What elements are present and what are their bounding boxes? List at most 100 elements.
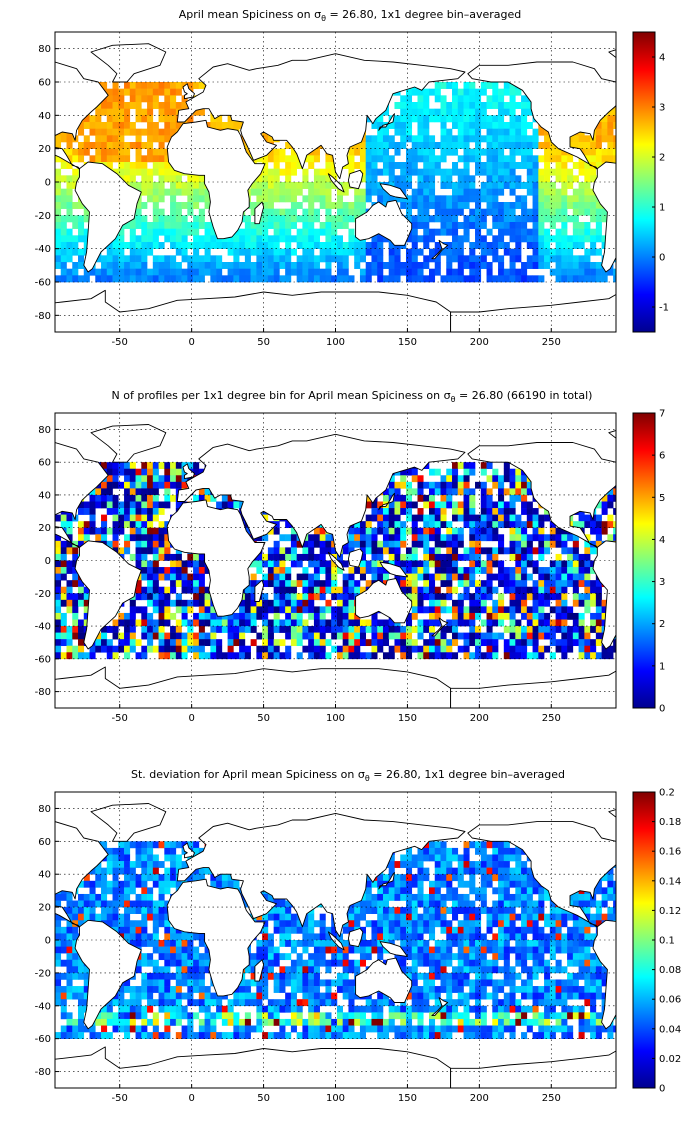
- gridlines: [55, 792, 616, 1088]
- colorbar-tick-label: 0.16: [659, 847, 681, 858]
- colorbar-tick-label: 4: [659, 53, 665, 64]
- x-tick-label: 250: [542, 713, 561, 724]
- colorbar-tick-label: 7: [659, 409, 665, 420]
- coast-borneo: [347, 548, 364, 568]
- coast-greenland: [608, 49, 616, 59]
- coast-australia: [355, 578, 413, 624]
- colorbar-tick-label: 0.08: [659, 965, 681, 976]
- coast-japan: [378, 113, 395, 131]
- x-tick-label: 100: [326, 713, 345, 724]
- coast-greenland: [90, 43, 167, 83]
- coast-japan: [378, 872, 395, 890]
- map-area: [55, 413, 696, 708]
- y-tick-label: 80: [38, 804, 51, 815]
- x-tick-label: 200: [470, 337, 489, 348]
- coast-antarctica: [450, 670, 616, 708]
- x-tick-label: 0: [188, 713, 194, 724]
- panel3-title: St. deviation for April mean Spiciness o…: [131, 768, 565, 783]
- x-tick-label: 250: [542, 1093, 561, 1104]
- y-tick-label: 60: [38, 458, 51, 469]
- coast-sumatra: [327, 931, 345, 951]
- coast-africa: [685, 120, 696, 238]
- coast-eurasia: [176, 433, 466, 558]
- colorbar-tick-label: 5: [659, 493, 665, 504]
- y-tick-label: -40: [35, 622, 51, 633]
- coast-africa: [685, 500, 696, 616]
- colorbar-tick-label: 0: [659, 253, 665, 264]
- panel3-colorbar: 0.2 0.18 0.16 0.14 0.12 0.1 0.08 0.06 0.04 0.02 0: [632, 788, 681, 1095]
- coast-americaS: [592, 161, 616, 273]
- coast-americaS: [74, 540, 142, 650]
- coast-americaS: [592, 540, 616, 650]
- colorbar-tick-label: -1: [659, 303, 669, 314]
- colorbar-tick-label: 2: [659, 153, 665, 164]
- coast-sumatra: [327, 551, 345, 571]
- colorbar-tick-label: 0.2: [659, 788, 675, 799]
- x-tick-label: 100: [326, 337, 345, 348]
- x-tick-label: -50: [112, 713, 128, 724]
- colorbar-tick-label: 0.06: [659, 995, 681, 1006]
- coast-greenland: [608, 430, 616, 439]
- panel2-colorbar: 7 6 5 4 3 2 1 0: [632, 409, 665, 715]
- y-tick-label: -60: [35, 278, 51, 289]
- x-tick-label: -50: [112, 337, 128, 348]
- colorbar-tick-label: 4: [659, 535, 665, 546]
- coast-uk: [182, 842, 195, 859]
- coast-americaS: [74, 919, 142, 1030]
- coast-americaN: [55, 821, 109, 929]
- colorbar-gradient: [632, 791, 656, 1089]
- coast-americaN: [467, 61, 616, 171]
- coast-antarctica: [55, 666, 452, 708]
- coast-uk: [182, 83, 195, 100]
- y-tick-label: -80: [35, 311, 51, 322]
- coast-newzealand: [431, 617, 449, 637]
- coast-newzealand: [431, 997, 449, 1017]
- y-tick-label: 80: [38, 44, 51, 55]
- panel1-title: April mean Spiciness on σθ = 26.80, 1x1 …: [179, 8, 522, 23]
- y-tick-label: 60: [38, 78, 51, 89]
- colorbar-gradient: [632, 412, 656, 709]
- coast-madagascar: [254, 579, 265, 602]
- colorbar-tick-label: 0: [659, 704, 665, 715]
- coast-africa: [685, 879, 696, 996]
- coast-americaN: [55, 442, 109, 550]
- y-tick-label: 80: [38, 425, 51, 436]
- y-tick-label: 0: [45, 556, 51, 567]
- y-tick-label: -40: [35, 1001, 51, 1012]
- x-tick-label: 150: [398, 337, 417, 348]
- y-tick-label: -80: [35, 687, 51, 698]
- x-tick-label: 100: [326, 1093, 345, 1104]
- panel-std-deviation: St. deviation for April mean Spiciness o…: [35, 768, 696, 1104]
- x-tick-label: 250: [542, 337, 561, 348]
- colorbar-tick-label: 3: [659, 577, 665, 588]
- coast-australia: [355, 957, 413, 1003]
- x-tick-label: 200: [470, 713, 489, 724]
- colorbar-tick-label: 0.1: [659, 936, 675, 947]
- colorbar-tick-label: 0.02: [659, 1054, 681, 1065]
- coast-greenland: [90, 803, 167, 842]
- coast-americaS: [74, 161, 142, 273]
- coast-antarctica: [450, 293, 616, 332]
- coast-sumatra: [327, 173, 345, 193]
- x-tick-label: -50: [112, 1093, 128, 1104]
- coast-madagascar: [254, 201, 265, 225]
- coast-newguinea: [379, 561, 408, 578]
- coast-greenland: [90, 424, 167, 463]
- coast-australia: [355, 199, 413, 246]
- colorbar-tick-label: 6: [659, 451, 665, 462]
- coast-borneo: [347, 169, 364, 190]
- coast-americaN: [55, 61, 109, 171]
- x-tick-label: 150: [398, 713, 417, 724]
- colorbar-tick-label: 0.18: [659, 817, 681, 828]
- x-tick-label: 50: [257, 1093, 270, 1104]
- colorbar-tick-label: 1: [659, 661, 665, 672]
- gridlines: [55, 32, 616, 332]
- map-area: [55, 32, 696, 332]
- panel-spiciness: April mean Spiciness on σθ = 26.80, 1x1 …: [35, 8, 696, 348]
- y-tick-label: -20: [35, 211, 51, 222]
- coast-eurasia: [176, 812, 466, 938]
- colorbar-tick-label: 1: [659, 203, 665, 214]
